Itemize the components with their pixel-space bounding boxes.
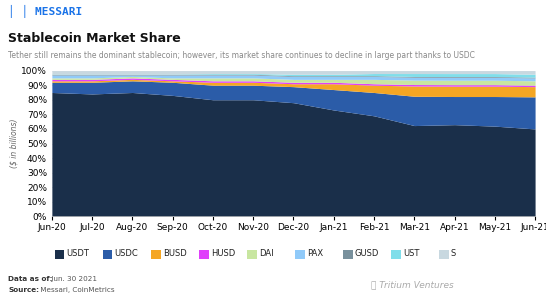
- Y-axis label: ($ in billions): ($ in billions): [9, 119, 19, 168]
- Text: HUSD: HUSD: [211, 249, 235, 258]
- Text: Messari, CoinMetrics: Messari, CoinMetrics: [38, 287, 115, 293]
- Text: 🔵 Tritium Ventures: 🔵 Tritium Ventures: [371, 280, 454, 289]
- Text: UST: UST: [403, 249, 419, 258]
- Text: PAX: PAX: [307, 249, 323, 258]
- Text: USDC: USDC: [115, 249, 138, 258]
- Text: Data as of:: Data as of:: [8, 276, 53, 282]
- Text: BUSD: BUSD: [163, 249, 186, 258]
- Text: Jun. 30 2021: Jun. 30 2021: [49, 276, 97, 282]
- Text: Stablecoin Market Share: Stablecoin Market Share: [8, 32, 181, 45]
- Text: Source:: Source:: [8, 287, 39, 293]
- Text: Tether still remains the dominant stablecoin; however, its market share continue: Tether still remains the dominant stable…: [8, 51, 475, 60]
- Text: USDT: USDT: [67, 249, 90, 258]
- Text: GUSD: GUSD: [355, 249, 379, 258]
- Text: S: S: [451, 249, 456, 258]
- Text: DAI: DAI: [259, 249, 274, 258]
- Text: │ │ MESSARI: │ │ MESSARI: [8, 5, 82, 18]
